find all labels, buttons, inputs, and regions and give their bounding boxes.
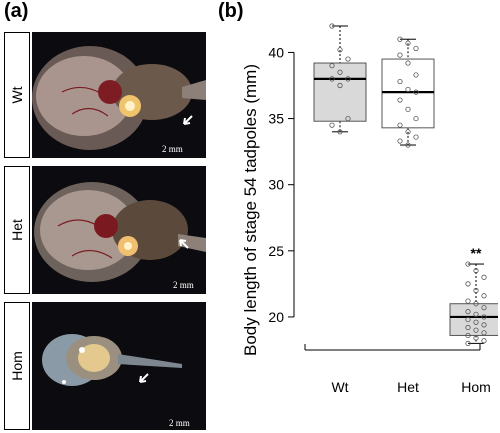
data-point: [413, 89, 419, 95]
data-point: [345, 56, 351, 62]
y-tick-label: 20: [268, 309, 284, 325]
data-point: [405, 142, 411, 148]
data-point: [481, 293, 487, 299]
genotype-label: Wt: [9, 86, 25, 104]
data-point: [405, 129, 411, 135]
data-point: [413, 45, 419, 52]
data-point: [473, 301, 479, 307]
tadpole-photo: 2 mm: [32, 302, 206, 430]
genotype-label-box: Hom: [4, 302, 30, 430]
data-point: [465, 298, 471, 304]
data-point: [481, 305, 487, 311]
data-point: [337, 69, 343, 75]
data-point: [397, 52, 403, 58]
data-point: [481, 274, 487, 280]
box-het: [381, 58, 435, 129]
data-point: [465, 261, 471, 267]
x-tick-label: Hom: [461, 379, 491, 395]
boxplot-chart: Body length of stage 54 tadpoles (mm) 20…: [241, 23, 498, 395]
data-point: [397, 36, 403, 42]
data-point: [405, 106, 411, 112]
genotype-label: Hom: [9, 351, 25, 381]
data-point: [473, 287, 479, 294]
data-point: [481, 322, 487, 328]
data-point: [397, 78, 403, 85]
scale-bar-label: 2 mm: [169, 418, 190, 428]
data-point: [473, 319, 479, 325]
data-point: [405, 86, 411, 93]
photo-row-het: Het 2 mm: [4, 166, 206, 294]
plot-area: 20 25 30 35 40 Wt Het Hom **: [268, 23, 498, 395]
panel-b-label: (b): [218, 0, 244, 22]
data-point: [465, 309, 471, 315]
data-point: [465, 332, 471, 339]
y-tick-label: 25: [268, 243, 284, 259]
data-point: [337, 129, 343, 135]
data-point: [329, 63, 335, 69]
y-axis-label: Body length of stage 54 tadpoles (mm): [241, 64, 260, 356]
y-tick-label: 40: [268, 44, 284, 60]
x-tick-label: Wt: [331, 379, 348, 395]
scale-bar-label: 2 mm: [173, 280, 194, 290]
data-point: [481, 330, 487, 336]
data-point: [397, 97, 403, 103]
data-point: [473, 327, 479, 333]
data-point: [345, 115, 351, 122]
scale-bar-label: 2 mm: [162, 144, 183, 154]
data-point: [481, 314, 487, 320]
data-point: [397, 138, 403, 144]
genotype-label-box: Het: [4, 166, 30, 294]
genotype-label-box: Wt: [4, 32, 30, 158]
tadpole-photo: 2 mm: [32, 32, 206, 158]
data-point: [329, 76, 335, 82]
data-point: [397, 122, 403, 128]
tadpole-photo: 2 mm: [32, 166, 206, 294]
data-point: [473, 335, 479, 341]
data-point: [413, 72, 419, 78]
data-point: [465, 340, 471, 346]
data-point: [465, 281, 471, 287]
data-point: [337, 47, 343, 53]
data-point: [481, 338, 487, 344]
data-point: [405, 40, 411, 46]
genotype-label: Het: [9, 219, 25, 241]
data-point: [329, 23, 335, 29]
data-point: [405, 60, 411, 66]
data-point: [329, 122, 335, 128]
y-tick-label: 35: [268, 111, 284, 127]
data-point: [465, 316, 471, 323]
data-point: [345, 76, 351, 82]
data-point: [413, 115, 419, 122]
data-point: [473, 311, 479, 317]
photo-row-wt: Wt 2 mm: [4, 32, 206, 158]
y-tick-label: 30: [268, 177, 284, 193]
data-point: [465, 324, 471, 331]
panel-a-label: (a): [4, 0, 29, 22]
data-point: [473, 268, 479, 274]
data-point: [413, 134, 419, 140]
x-tick-label: Het: [397, 379, 419, 395]
data-point: [337, 82, 343, 89]
box-wt: [313, 62, 367, 122]
significance-marker: **: [471, 245, 482, 261]
photo-row-hom: Hom 2 mm: [4, 302, 206, 430]
